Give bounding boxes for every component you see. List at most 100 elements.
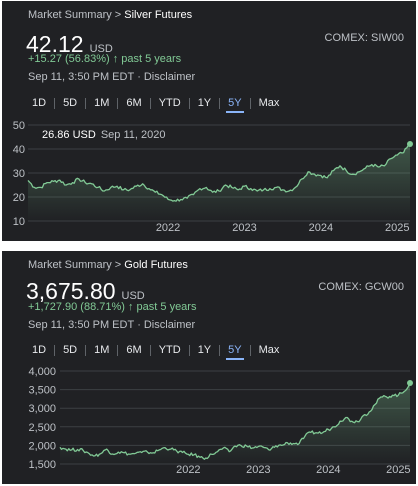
range-5d-button[interactable]: 5D (63, 344, 78, 356)
data-point (313, 173, 315, 175)
data-point (78, 178, 80, 180)
data-point (82, 449, 84, 451)
breadcrumb-prefix[interactable]: Market Summary > (28, 259, 122, 271)
data-point (339, 420, 341, 422)
timestamp-line: Sep 11, 3:50 PM EDT · Disclaimer (28, 71, 196, 83)
range-6m-button[interactable]: 6M (126, 344, 142, 356)
data-point (403, 390, 405, 392)
price-change: +15.27 (56.83%) ↑ past 5 years (28, 53, 182, 65)
price-value: 3,675.80 (26, 278, 116, 304)
data-point (211, 191, 213, 193)
data-point (116, 185, 118, 187)
range-6m-button[interactable]: 6M (126, 97, 142, 109)
data-point (288, 190, 290, 192)
x-tick-label: 2022 (176, 464, 200, 476)
range-divider (188, 344, 190, 356)
range-5d-button[interactable]: 5D (63, 97, 78, 109)
x-tick-label: 2022 (156, 222, 180, 234)
breadcrumb: Market Summary > Silver Futures (28, 9, 192, 21)
data-point (345, 169, 347, 171)
range-max-button[interactable]: Max (258, 97, 280, 109)
range-5y-button[interactable]: 5Y (220, 344, 249, 360)
current-price-dot (407, 380, 413, 387)
y-tick-label: 4,000 (28, 366, 56, 378)
range-1d-button[interactable]: 1D (32, 97, 47, 109)
range-1m-button[interactable]: 1M (94, 344, 110, 356)
price-currency: USD (121, 290, 145, 302)
data-point (129, 189, 131, 191)
x-tick-label: 2025 (386, 464, 410, 476)
x-tick-label: 2023 (246, 464, 270, 476)
data-point (228, 451, 230, 453)
data-point (76, 448, 78, 450)
silver-futures-panel: Market Summary > Silver Futures 42.12 USD… (2, 1, 416, 241)
data-point (243, 185, 245, 187)
data-point (262, 189, 264, 191)
data-point (374, 403, 376, 405)
range-divider (54, 344, 56, 356)
gold-price-chart[interactable]: 1,500 2,000 2,500 3,000 3,500 4,000 2022 2023 20… (2, 251, 416, 484)
data-point (294, 186, 296, 188)
data-point (256, 190, 258, 192)
data-point (327, 428, 329, 430)
data-point (70, 449, 72, 451)
data-point (111, 453, 113, 455)
disclaimer-link[interactable]: Disclaimer (143, 71, 196, 83)
y-tick-label: 10 (13, 216, 25, 228)
range-divider (149, 97, 151, 109)
data-point (199, 187, 201, 189)
data-point (240, 444, 242, 446)
price-line (27, 143, 411, 202)
y-tick-label: 30 (13, 168, 25, 180)
data-point (275, 445, 277, 447)
data-point (129, 453, 131, 455)
data-point (333, 426, 335, 428)
timestamp-line: Sep 11, 3:50 PM EDT · Disclaimer (28, 319, 196, 331)
range-selector: 1D 5D 1M 6M YTD 1Y 5Y Max (24, 344, 287, 360)
data-point (71, 181, 73, 183)
data-point (65, 448, 67, 450)
price-change: +1,727.90 (88.71%) ↑ past 5 years (28, 301, 197, 313)
data-point (33, 186, 35, 188)
silver-price-chart[interactable]: 10 20 30 40 50 2022 2023 2024 2025 (2, 1, 416, 241)
data-point (122, 189, 124, 191)
data-point (352, 173, 354, 175)
data-point (345, 416, 347, 418)
range-divider (219, 344, 221, 356)
range-divider (219, 97, 221, 109)
data-point (97, 186, 99, 188)
range-selector: 1D 5D 1M 6M YTD 1Y 5Y Max (24, 97, 287, 113)
y-tick-label: 2,500 (28, 422, 56, 434)
data-point (175, 450, 177, 452)
range-ytd-button[interactable]: YTD (158, 344, 181, 356)
disclaimer-link[interactable]: Disclaimer (143, 319, 196, 331)
data-point (105, 448, 107, 450)
range-max-button[interactable]: Max (258, 344, 280, 356)
data-point (218, 190, 220, 192)
range-1y-button[interactable]: 1Y (197, 344, 212, 356)
tooltip-value: 26.86 USD (42, 129, 96, 141)
breadcrumb-prefix[interactable]: Market Summary > (28, 9, 122, 21)
range-5y-button[interactable]: 5Y (220, 97, 249, 113)
breadcrumb-name: Silver Futures (124, 9, 193, 21)
data-point (368, 411, 370, 413)
x-tick-label: 2025 (385, 222, 409, 234)
range-divider (85, 97, 87, 109)
data-point (154, 191, 156, 193)
data-point (167, 198, 169, 200)
data-point (339, 165, 341, 167)
data-point (304, 435, 306, 437)
data-point (402, 151, 404, 153)
range-1m-button[interactable]: 1M (94, 97, 110, 109)
tooltip-date: Sep 11, 2020 (100, 129, 166, 141)
data-point (164, 446, 166, 448)
data-point (161, 193, 163, 195)
range-ytd-button[interactable]: YTD (158, 97, 181, 109)
range-1d-button[interactable]: 1D (32, 344, 47, 356)
data-point (362, 414, 364, 416)
data-point (40, 186, 42, 188)
data-point (358, 171, 360, 173)
range-1y-button[interactable]: 1Y (197, 97, 212, 109)
data-point (280, 444, 282, 446)
data-point (187, 453, 189, 455)
